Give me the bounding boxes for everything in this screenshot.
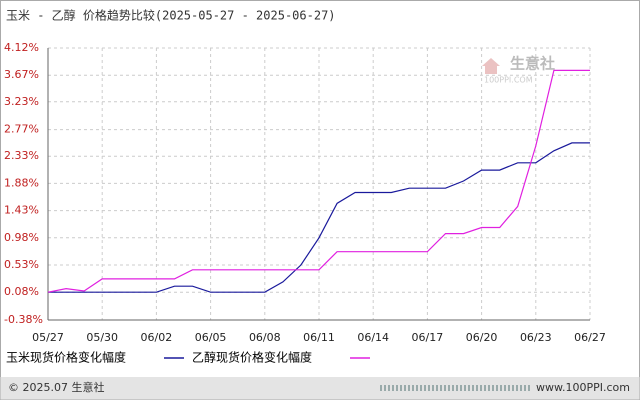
y-tick-label: 2.77% bbox=[4, 123, 39, 136]
legend-label: 玉米现货价格变化幅度 bbox=[6, 350, 126, 365]
watermark-icon bbox=[482, 58, 500, 74]
x-tick-label: 06/27 bbox=[574, 331, 606, 344]
footer-right: www.100PPI.com bbox=[536, 381, 630, 394]
x-tick-label: 06/14 bbox=[357, 331, 389, 344]
watermark: 生意社 100PPI.COM bbox=[482, 55, 555, 85]
y-tick-label: 3.67% bbox=[4, 68, 39, 81]
x-tick-label: 05/27 bbox=[32, 331, 64, 344]
y-tick-label: 0.98% bbox=[4, 231, 39, 244]
y-tick-label: 1.88% bbox=[4, 176, 39, 189]
y-tick-label: 0.53% bbox=[4, 258, 39, 271]
y-tick-label: 2.33% bbox=[4, 149, 39, 162]
y-tick-label: -0.38% bbox=[4, 313, 43, 326]
x-tick-label: 06/23 bbox=[520, 331, 552, 344]
x-tick-label: 06/11 bbox=[303, 331, 335, 344]
x-tick-label: 06/17 bbox=[412, 331, 444, 344]
footer-bar bbox=[0, 377, 640, 400]
series-line bbox=[47, 69, 590, 293]
y-tick-label: 1.43% bbox=[4, 204, 39, 217]
series-line bbox=[48, 142, 590, 293]
x-tick-label: 06/02 bbox=[141, 331, 173, 344]
legend-label: 乙醇现货价格变化幅度 bbox=[192, 350, 312, 365]
x-tick-label: 06/20 bbox=[466, 331, 498, 344]
y-tick-label: 3.23% bbox=[4, 95, 39, 108]
y-tick-label: 4.12% bbox=[4, 41, 39, 54]
x-tick-label: 05/30 bbox=[86, 331, 118, 344]
chart-title: 玉米 - 乙醇 价格趋势比较(2025-05-27 - 2025-06-27) bbox=[6, 8, 336, 23]
y-tick-label: 0.08% bbox=[4, 285, 39, 298]
watermark-text: 生意社 bbox=[510, 55, 555, 73]
x-tick-label: 06/08 bbox=[249, 331, 281, 344]
watermark-sub: 100PPI.COM bbox=[484, 76, 533, 85]
footer-left: © 2025.07 生意社 bbox=[8, 380, 104, 394]
x-tick-label: 06/05 bbox=[195, 331, 227, 344]
